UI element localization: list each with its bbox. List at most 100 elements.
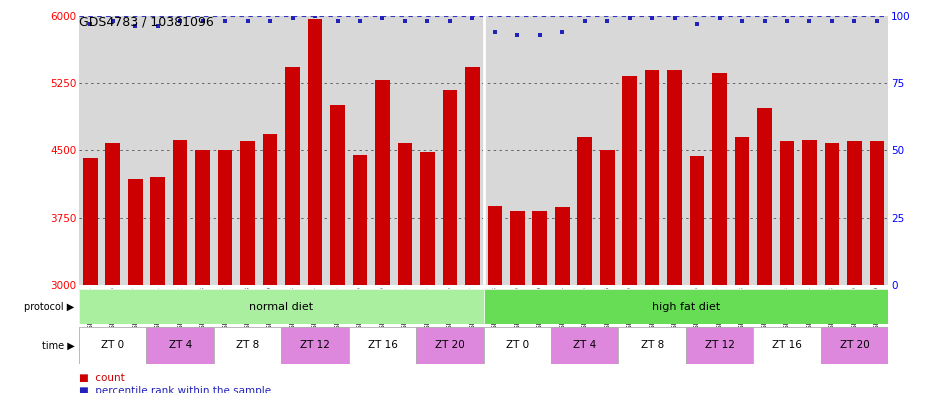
Point xyxy=(105,18,120,24)
Text: ZT 16: ZT 16 xyxy=(772,340,802,351)
Text: time ▶: time ▶ xyxy=(42,340,74,351)
Point xyxy=(690,21,705,27)
Point xyxy=(510,31,525,38)
Bar xyxy=(240,141,255,285)
Text: ZT 8: ZT 8 xyxy=(236,340,259,351)
Point xyxy=(420,18,435,24)
Bar xyxy=(484,289,888,324)
Point xyxy=(195,18,210,24)
Point xyxy=(352,18,367,24)
Point xyxy=(532,31,547,38)
Point xyxy=(397,18,412,24)
Text: ZT 0: ZT 0 xyxy=(101,340,125,351)
Point xyxy=(443,18,458,24)
Bar xyxy=(352,155,367,285)
Point xyxy=(465,15,480,22)
Point xyxy=(151,23,166,29)
Text: normal diet: normal diet xyxy=(249,301,313,312)
Bar xyxy=(712,73,727,285)
Text: ZT 16: ZT 16 xyxy=(367,340,397,351)
Bar xyxy=(465,67,480,285)
Point xyxy=(757,18,772,24)
Text: protocol ▶: protocol ▶ xyxy=(24,301,74,312)
Bar xyxy=(555,207,569,285)
Bar xyxy=(416,327,484,364)
Point xyxy=(240,18,255,24)
Text: GDS4783 / 10381096: GDS4783 / 10381096 xyxy=(79,16,214,29)
Bar xyxy=(375,80,390,285)
Bar xyxy=(128,179,142,285)
Point xyxy=(555,29,570,35)
Bar xyxy=(644,70,659,285)
Bar xyxy=(551,327,618,364)
Bar xyxy=(484,327,551,364)
Bar xyxy=(420,152,434,285)
Point xyxy=(600,18,615,24)
Bar xyxy=(870,141,884,285)
Text: ZT 4: ZT 4 xyxy=(168,340,192,351)
Point xyxy=(622,15,637,22)
Point xyxy=(825,18,840,24)
Bar xyxy=(578,137,592,285)
Point xyxy=(847,18,862,24)
Text: ZT 20: ZT 20 xyxy=(840,340,870,351)
Bar xyxy=(443,90,458,285)
Text: ZT 4: ZT 4 xyxy=(573,340,596,351)
Bar xyxy=(79,289,484,324)
Point xyxy=(802,18,817,24)
Bar xyxy=(618,327,685,364)
Bar xyxy=(214,327,281,364)
Point xyxy=(262,18,277,24)
Point xyxy=(330,18,345,24)
Point xyxy=(712,15,727,22)
Bar xyxy=(668,70,682,285)
Text: ZT 0: ZT 0 xyxy=(506,340,529,351)
Bar xyxy=(151,177,165,285)
Text: ■  count: ■ count xyxy=(79,373,125,383)
Point xyxy=(218,18,232,24)
Bar xyxy=(147,327,214,364)
Bar xyxy=(779,141,794,285)
Bar xyxy=(349,327,417,364)
Bar xyxy=(753,327,820,364)
Point xyxy=(870,18,884,24)
Bar xyxy=(79,327,147,364)
Text: ZT 8: ZT 8 xyxy=(641,340,664,351)
Bar xyxy=(690,156,704,285)
Text: ZT 12: ZT 12 xyxy=(300,340,330,351)
Bar xyxy=(757,108,772,285)
Bar xyxy=(330,105,345,285)
Text: ZT 20: ZT 20 xyxy=(435,340,465,351)
Bar xyxy=(803,140,817,285)
Bar xyxy=(600,151,615,285)
Point xyxy=(487,29,502,35)
Bar xyxy=(735,137,750,285)
Text: high fat diet: high fat diet xyxy=(652,301,720,312)
Bar xyxy=(286,67,299,285)
Text: ■  percentile rank within the sample: ■ percentile rank within the sample xyxy=(79,386,272,393)
Bar xyxy=(105,143,120,285)
Bar xyxy=(218,151,232,285)
Point xyxy=(173,18,188,24)
Point xyxy=(127,23,142,29)
Bar xyxy=(173,140,188,285)
Bar xyxy=(510,211,525,285)
Bar xyxy=(263,134,277,285)
Point xyxy=(375,15,390,22)
Text: ZT 12: ZT 12 xyxy=(705,340,735,351)
Bar xyxy=(83,158,98,285)
Point xyxy=(644,15,659,22)
Point xyxy=(779,18,794,24)
Bar xyxy=(308,19,323,285)
Bar xyxy=(398,143,412,285)
Point xyxy=(286,15,300,22)
Bar xyxy=(685,327,753,364)
Bar xyxy=(825,143,839,285)
Bar xyxy=(195,151,210,285)
Bar xyxy=(622,76,637,285)
Bar xyxy=(533,211,547,285)
Point xyxy=(578,18,592,24)
Bar xyxy=(487,206,502,285)
Bar xyxy=(847,141,862,285)
Bar xyxy=(281,327,349,364)
